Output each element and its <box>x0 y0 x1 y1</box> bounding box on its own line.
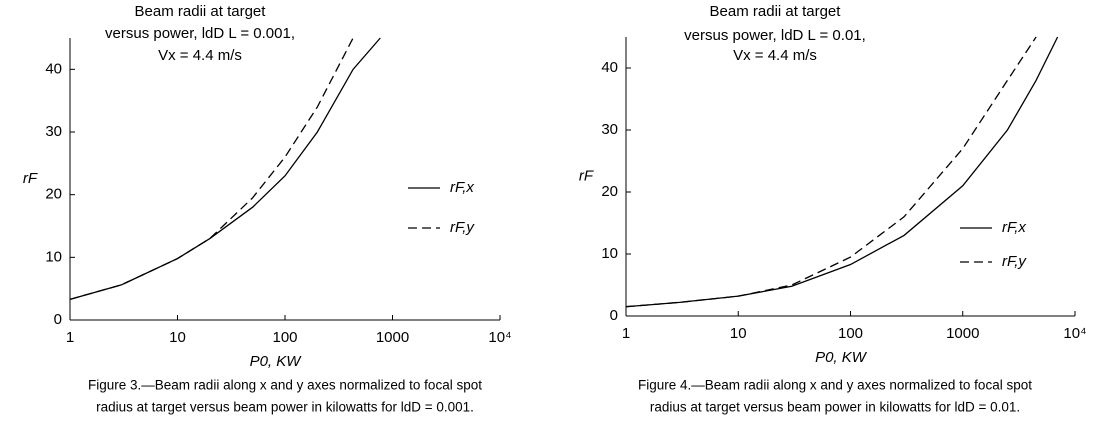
annotation: Beam radii at target <box>710 3 842 20</box>
y-tick-label: 40 <box>45 60 62 77</box>
x-tick-label: 10 <box>169 329 186 346</box>
x-tick-label: 10⁴ <box>488 329 511 346</box>
y-tick-label: 20 <box>601 183 618 200</box>
x-tick-label: 10⁴ <box>1063 325 1086 342</box>
x-tick-label: 1 <box>66 329 74 346</box>
caption: radius at target versus beam power in ki… <box>96 400 474 415</box>
chart: 0 10 20 30 40 1 10 100 1000 10⁴ P0, KW rF Beam radii… <box>23 3 512 415</box>
caption: Figure 3.—Beam radii along x and y axes … <box>88 378 482 393</box>
x-tick-label: 1 <box>622 325 630 342</box>
annotation: Vx = 4.4 m/s <box>733 47 817 64</box>
y-tick-label: 30 <box>45 123 62 140</box>
x-tick-label: 1000 <box>946 325 979 342</box>
annotation: versus power, ldD L = 0.01, <box>684 27 866 44</box>
x-tick-label: 100 <box>272 329 297 346</box>
legend-label: rF,y <box>1002 253 1027 270</box>
legend-label: rF,y <box>450 219 475 236</box>
caption: Figure 4.—Beam radii along x and y axes … <box>638 378 1032 393</box>
x-tick-label: 10 <box>730 325 747 342</box>
x-tick-label: 100 <box>838 325 863 342</box>
annotation: versus power, ldD L = 0.001, <box>105 25 295 42</box>
annotation: Beam radii at target <box>135 3 267 20</box>
x-tick-label: 1000 <box>376 329 409 346</box>
x-axis-label: P0, KW <box>815 349 868 366</box>
y-tick-label: 10 <box>601 245 618 262</box>
caption: radius at target versus beam power in ki… <box>650 400 1020 415</box>
series-line <box>625 36 1037 308</box>
y-tick-label: 10 <box>45 248 62 265</box>
y-tick-label: 0 <box>54 311 62 328</box>
y-tick-label: 40 <box>601 59 618 76</box>
y-axis-label: rF <box>23 170 38 187</box>
annotation: Vx = 4.4 m/s <box>158 47 242 64</box>
series-line <box>69 37 381 300</box>
legend-label: rF,x <box>1002 219 1026 236</box>
series-line <box>69 37 354 300</box>
y-tick-label: 30 <box>601 121 618 138</box>
series-line <box>625 36 1059 308</box>
y-tick-label: 0 <box>610 307 618 324</box>
legend-label: rF,x <box>450 179 474 196</box>
chart: 0 10 20 30 40 1 10 100 1000 10⁴ P0, KW rF Beam radii… <box>579 3 1087 415</box>
y-axis-label: rF <box>579 167 594 184</box>
x-axis-label: P0, KW <box>250 353 303 370</box>
y-tick-label: 20 <box>45 186 62 203</box>
